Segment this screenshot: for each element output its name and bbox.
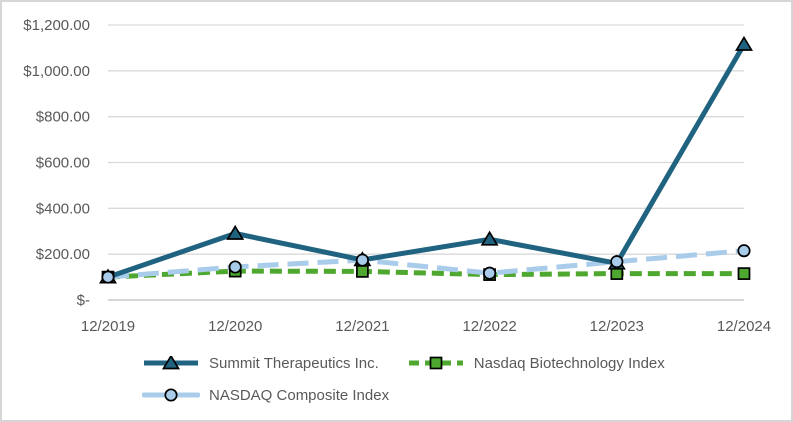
y-axis-tick-label: $- (77, 292, 90, 309)
series-line-summit-therapeutics-inc (107, 43, 747, 280)
legend-label-composite: NASDAQ Composite Index (209, 386, 390, 404)
circle-data-point-marker (355, 253, 369, 267)
triangle-data-point-marker (161, 356, 181, 370)
biotech-line-swatch (408, 356, 463, 370)
x-axis-tick-label: 12/2020 (208, 318, 262, 335)
series-line-nasdaq-composite-index (107, 248, 745, 280)
circle-data-point-marker (101, 270, 115, 284)
x-axis-tick-label: 12/2024 (717, 318, 771, 335)
composite-line-swatch (142, 388, 200, 402)
chart-legend: Summit Therapeutics Inc. Nasdaq Biotechn… (142, 349, 665, 409)
circle-data-point-marker (164, 388, 178, 402)
circle-data-point-marker (610, 255, 624, 269)
triangle-data-point-marker (480, 230, 499, 246)
legend-item-nasdaq-biotechnology: Nasdaq Biotechnology Index (407, 349, 665, 377)
legend-item-nasdaq-composite: NASDAQ Composite Index (142, 381, 389, 409)
y-axis-tick-label: $800.00 (36, 109, 90, 126)
line-chart-plot: $- $200.00 $400.00 $600.00 $800.00 $1,000.00 $… (23, 17, 771, 335)
legend-row-1: Summit Therapeutics Inc. Nasdaq Biotechn… (142, 349, 665, 377)
square-data-point-marker (737, 267, 751, 280)
legend-item-summit-therapeutics: Summit Therapeutics Inc. (142, 349, 379, 377)
x-axis-tick-label: 12/2019 (81, 318, 135, 335)
y-axis-tick-label: $600.00 (36, 155, 90, 172)
square-data-point-marker (356, 265, 369, 278)
series-line-nasdaq-biotechnology-index (107, 268, 744, 280)
circle-data-point-marker (483, 266, 497, 280)
x-axis-tick-label: 12/2023 (590, 318, 644, 335)
y-axis-tick-label: $200.00 (36, 246, 90, 263)
y-axis-tick-label: $400.00 (36, 200, 90, 217)
circle-data-point-marker (228, 260, 242, 274)
circle-data-point-marker (737, 244, 751, 258)
x-axis-tick-label: 12/2022 (462, 318, 516, 335)
triangle-data-point-marker (226, 224, 245, 240)
legend-label-biotech: Nasdaq Biotechnology Index (473, 354, 665, 372)
legend-row-2: NASDAQ Composite Index (142, 381, 665, 409)
y-axis-tick-label: $1,000.00 (23, 63, 90, 80)
triangle-data-point-marker (734, 35, 754, 51)
summit-line-swatch (144, 356, 198, 370)
legend-label-summit: Summit Therapeutics Inc. (209, 354, 379, 372)
y-axis-tick-label: $1,200.00 (23, 17, 90, 34)
square-data-point-marker (429, 356, 443, 370)
x-axis-tick-label: 12/2021 (335, 318, 389, 335)
square-data-point-marker (610, 267, 624, 280)
